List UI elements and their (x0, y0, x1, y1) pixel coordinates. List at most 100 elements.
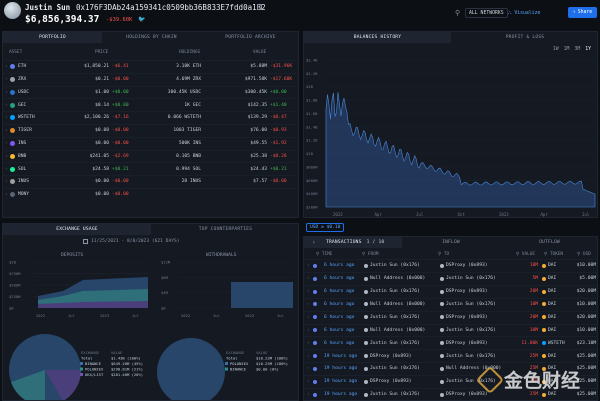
asset-symbol[interactable]: WSTETH (18, 115, 35, 121)
col-value[interactable]: VALUE (253, 50, 267, 55)
expand-icon[interactable]: › (307, 392, 310, 398)
legend-exchange[interactable]: POLONIEX (85, 367, 104, 372)
expand-icon[interactable]: › (307, 366, 310, 372)
tx-to[interactable]: DSProxy (0x893) (446, 289, 488, 295)
tx-from[interactable]: Null Address (0x000) (370, 301, 426, 307)
tx-from[interactable]: Null Address (0x000) (370, 276, 426, 282)
legend-exchange[interactable]: POLONIEX (230, 361, 249, 366)
col-time[interactable]: ⚲ TIME (316, 252, 332, 257)
asset-symbol[interactable]: INS (18, 141, 27, 147)
range-1m[interactable]: 1M (563, 47, 570, 52)
chevron-right-icon[interactable]: › (5, 77, 8, 83)
asset-symbol[interactable]: USDC (18, 89, 30, 95)
tab-outflow[interactable]: OUTFLOW (539, 240, 560, 245)
chevron-right-icon[interactable]: › (5, 153, 8, 159)
tx-time[interactable]: 6 hours ago (324, 289, 355, 295)
tx-token[interactable]: DAI (548, 301, 557, 307)
transaction-row[interactable]: › 6 hours ago Justin Sun (0x176) DSProxy (0… (304, 259, 597, 272)
tx-token[interactable]: DAI (548, 327, 557, 333)
expand-icon[interactable]: › (307, 301, 310, 307)
col-to[interactable]: ⚲ TO (438, 252, 449, 257)
tx-to[interactable]: Justin Sun (0x176) (446, 327, 496, 333)
chevron-right-icon[interactable]: › (5, 115, 8, 121)
tx-time[interactable]: 19 hours ago (324, 366, 358, 372)
wallet-address[interactable]: 0x176F3DAb24a159341c0509bb36B833E7fdd0a1… (76, 3, 266, 12)
calendar-icon[interactable] (83, 239, 88, 244)
tx-token[interactable]: DAI (548, 366, 557, 372)
tab-portfolio[interactable]: PORTFOLIO (3, 32, 102, 43)
tx-time[interactable]: 6 hours ago (324, 314, 355, 320)
tab-holdings-by-chain[interactable]: HOLDINGS BY CHAIN (126, 35, 177, 40)
asset-symbol[interactable]: TIGER (18, 128, 32, 134)
tx-to[interactable]: DSProxy (0x893) (446, 392, 488, 398)
share-button[interactable]: ⇪ Share (568, 7, 597, 18)
tx-token[interactable]: DAI (548, 392, 557, 398)
tx-to[interactable]: DSProxy (0x893) (446, 340, 488, 346)
portfolio-row[interactable]: › GEC $0.14 +$0.00 1K GEC $142.35 +$1.40 (3, 98, 298, 111)
portfolio-row[interactable]: › TIGER $0.08 -$0.00 1003 TIGER $76.00 -$0.93 (3, 124, 298, 137)
chevron-right-icon[interactable]: › (5, 141, 8, 147)
tx-from[interactable]: Justin Sun (0x176) (370, 263, 420, 269)
transaction-row[interactable]: › 6 hours ago Null Address (0x000) Justin S… (304, 297, 597, 311)
transaction-row[interactable]: › 6 hours ago Justin Sun (0x176) DSProxy (0… (304, 284, 597, 298)
asset-symbol[interactable]: ETH (18, 64, 27, 70)
withdrawals-pie-poloniex[interactable] (157, 338, 225, 401)
tx-to[interactable]: DSProxy (0x893) (446, 263, 488, 269)
chevron-right-icon[interactable]: › (5, 179, 8, 185)
tx-token[interactable]: DAI (548, 353, 557, 359)
tx-to[interactable]: Justin Sun (0x176) (446, 353, 496, 359)
tab-portfolio-archive[interactable]: PORTFOLIO ARCHIVE (225, 35, 276, 40)
col-asset[interactable]: ASSET (9, 50, 23, 55)
portfolio-row[interactable]: › SOL $24.58 +$0.21 0.994 SOL $24.43 +$0.21 (3, 162, 298, 175)
expand-icon[interactable]: › (307, 340, 310, 346)
tx-time[interactable]: 6 hours ago (324, 301, 355, 307)
copy-icon[interactable] (257, 4, 262, 10)
tab-transactions[interactable]: TRANSACTIONS 1 / 10 (304, 237, 402, 248)
range-3m[interactable]: 3M (574, 47, 581, 52)
filter-icon[interactable]: ⚲ (455, 9, 461, 17)
twitter-icon[interactable]: 🐦 (138, 16, 146, 23)
expand-icon[interactable]: › (307, 314, 310, 320)
tx-token[interactable]: DAI (548, 379, 557, 385)
asset-symbol[interactable]: MONY (18, 192, 30, 198)
deposits-pie-okx[interactable] (45, 370, 81, 401)
portfolio-row[interactable]: › MONY $0.00 -$0.00 (3, 188, 298, 201)
col-from[interactable]: ⚲ FROM (362, 252, 378, 257)
asset-symbol[interactable]: ZRX (18, 77, 27, 83)
tx-from[interactable]: Justin Sun (0x176) (370, 289, 420, 295)
transaction-row[interactable]: › 19 hours ago Justin Sun (0x176) DSProxy (… (304, 388, 597, 400)
legend-exchange[interactable]: BINANCE (230, 367, 247, 372)
portfolio-row[interactable]: › INS $0.00 -$0.00 500K INS $49.55 -$1.92 (3, 136, 298, 150)
tx-token[interactable]: DAI (548, 314, 557, 320)
asset-symbol[interactable]: SOL (18, 166, 27, 172)
col-holdings[interactable]: HOLDINGS (179, 50, 201, 55)
expand-icon[interactable]: › (307, 353, 310, 359)
expand-icon[interactable]: › (307, 276, 310, 282)
tx-to[interactable]: DSProxy (0x893) (446, 314, 488, 320)
tab-top-counterparties[interactable]: TOP COUNTERPARTIES (198, 227, 253, 232)
range-1w[interactable]: 1W (552, 47, 559, 52)
legend-exchange[interactable]: OKX/LIST (85, 372, 104, 377)
tx-token[interactable]: DAI (548, 289, 557, 295)
asset-symbol[interactable]: GEC (18, 102, 27, 108)
tx-token[interactable]: DAI (548, 263, 557, 269)
tx-time[interactable]: 6 hours ago (324, 276, 355, 282)
transaction-row[interactable]: › 19 hours ago DSProxy (0x893) Justin Sun (… (304, 349, 597, 362)
tx-to[interactable]: Justin Sun (0x176) (446, 301, 496, 307)
tx-from[interactable]: Justin Sun (0x176) (370, 392, 420, 398)
chevron-right-icon[interactable]: › (5, 128, 8, 134)
transaction-row[interactable]: › 6 hours ago Justin Sun (0x176) DSProxy (0… (304, 310, 597, 324)
asset-symbol[interactable]: INUS (18, 179, 30, 185)
col-price[interactable]: PRICE (95, 50, 109, 55)
tx-time[interactable]: 6 hours ago (324, 327, 355, 333)
tx-to[interactable]: Justin Sun (0x176) (446, 276, 496, 282)
portfolio-row[interactable]: › USDC $1.00 +$0.00 300.45K USDC $300.45K +$0.… (3, 85, 298, 99)
tx-token[interactable]: WSTETH (548, 340, 565, 346)
chevron-right-icon[interactable]: › (5, 166, 8, 172)
portfolio-row[interactable]: › ETH $1,850.21 -$6.41 3.18K ETH $5.88M -$31.9… (3, 60, 298, 73)
col-usd[interactable]: ⚲ USD (577, 252, 591, 257)
tx-time[interactable]: 19 hours ago (324, 392, 358, 398)
chevron-right-icon[interactable]: › (5, 102, 8, 108)
chevron-right-icon[interactable]: › (5, 64, 8, 70)
tab-balances-history[interactable]: BALANCES HISTORY (304, 32, 451, 43)
